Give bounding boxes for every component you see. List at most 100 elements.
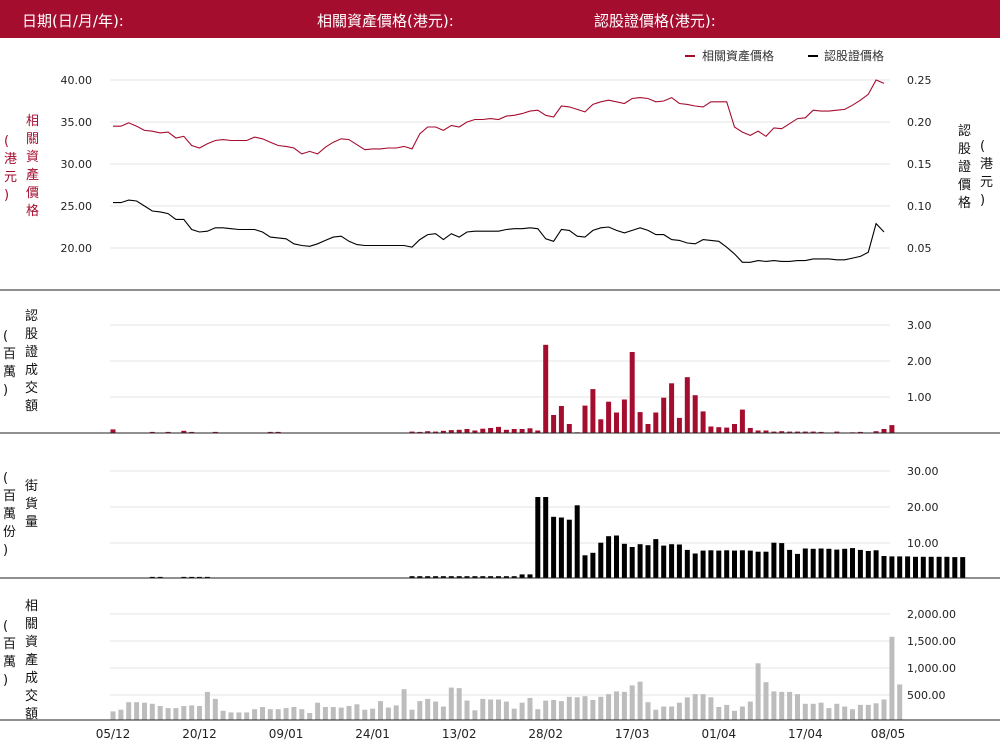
asset-turnover-bar — [850, 709, 855, 720]
outstanding-bar — [629, 547, 635, 578]
warrant-turnover-bar — [669, 383, 675, 433]
asset-turnover-bar — [322, 707, 328, 720]
asset-turnover-bar — [724, 704, 730, 720]
warrant-turnover-bar — [802, 431, 808, 433]
warrant-turnover-bar — [149, 431, 155, 433]
outstanding-bar — [448, 576, 454, 578]
asset-turnover-tick: 1,000.00 — [907, 662, 956, 675]
outstanding-bar — [181, 576, 187, 578]
warrant-turnover-bar — [189, 431, 195, 433]
left-price-tick: 35.00 — [61, 116, 93, 129]
asset-turnover-bar — [283, 708, 289, 720]
warrant-turnover-bar — [448, 430, 454, 433]
left-price-tick: 25.00 — [61, 200, 93, 213]
warrant-turnover-bar — [661, 397, 667, 433]
legend-warrant-label: 認股證價格 — [824, 48, 884, 63]
outstanding-bar — [519, 574, 525, 578]
outstanding-bar — [771, 542, 777, 578]
outstanding-bar — [149, 576, 155, 578]
asset-turnover-bar — [110, 711, 116, 720]
asset-turnover-bar — [503, 701, 509, 720]
asset-turnover-bar — [197, 706, 202, 720]
left-axis-unit: (港元) — [4, 134, 17, 203]
asset-turnover-bar — [425, 698, 431, 720]
warrant-turnover-bar — [110, 429, 116, 433]
asset-turnover-bar — [362, 709, 368, 720]
asset-turnover-bar — [244, 712, 250, 720]
outstanding-bar — [527, 574, 533, 578]
right-axis-title: 認股證價格 — [958, 123, 971, 211]
outstanding-bar — [535, 497, 541, 578]
header-bar: 日期(日/月/年): 相關資產價格(港元): 認股證價格(港元): — [0, 0, 1000, 38]
outstanding-bar — [661, 545, 667, 578]
x-tick-label: 05/12 — [96, 727, 131, 741]
asset-turnover-bar — [173, 708, 179, 720]
warrant-turnover-bar — [503, 429, 509, 433]
asset-turnover-bar — [527, 697, 533, 720]
asset-turnover-bar — [566, 696, 572, 720]
asset-turnover-tick: 500.00 — [907, 689, 946, 702]
warrant-price-label: 認股證價格(港元): — [594, 12, 716, 30]
asset-turnover-bar — [393, 705, 399, 720]
warrant-turnover-bar — [433, 431, 439, 433]
outstanding-bar — [417, 576, 423, 578]
asset-turnover-bar — [582, 696, 588, 720]
warrant-turnover-bar — [464, 429, 470, 433]
date-label: 日期(日/月/年): — [22, 12, 124, 30]
outstanding-bar — [204, 576, 210, 578]
warrant-turnover-tick: 3.00 — [907, 319, 932, 332]
warrant-turnover-bar — [275, 431, 281, 433]
asset-turnover-bar — [354, 704, 360, 720]
outstanding-bar — [488, 576, 494, 578]
warrant-turnover-bar — [692, 395, 698, 433]
asset-turnover-bar — [739, 706, 745, 720]
asset-turnover-bar — [889, 636, 895, 720]
asset-turnover-bar — [716, 707, 722, 720]
outstanding-bar — [637, 544, 643, 578]
asset-turnover-bar — [637, 681, 643, 720]
warrant-turnover-bar — [181, 430, 187, 433]
outstanding-bar — [197, 576, 202, 578]
outstanding-bar — [511, 576, 517, 578]
legend: 相關資產價格 認股證價格 — [685, 48, 884, 63]
asset-turnover-bar — [472, 710, 478, 720]
outstanding-bar — [842, 548, 848, 578]
warrant-turnover-unit: (百萬) — [3, 329, 16, 398]
asset-turnover-bar — [787, 691, 793, 720]
asset-turnover-bar — [370, 708, 376, 720]
asset-turnover-bar — [881, 699, 887, 720]
warrant-turnover-bar — [480, 428, 486, 433]
outstanding-bar — [739, 550, 745, 578]
outstanding-title: 街貨量 — [25, 479, 38, 530]
asset-turnover-bar — [212, 698, 218, 720]
asset-turnover-bar — [897, 684, 903, 720]
asset-turnover-bar — [708, 697, 714, 720]
asset-turnover-bar — [621, 691, 627, 720]
outstanding-bar — [558, 517, 564, 578]
asset-turnover-bar — [606, 694, 612, 720]
asset-turnover-bar — [661, 706, 667, 720]
x-tick-label: 17/03 — [615, 727, 650, 741]
asset-turnover-bar — [590, 700, 596, 720]
outstanding-bar — [881, 556, 887, 578]
outstanding-bar — [960, 557, 966, 578]
warrant-turnover-bar — [739, 409, 745, 433]
asset-turnover-bar — [653, 709, 659, 720]
warrant-turnover-bar — [488, 428, 494, 433]
x-tick-label: 24/01 — [355, 727, 390, 741]
asset-turnover-bar — [810, 703, 816, 720]
outstanding-bar — [826, 548, 832, 578]
warrant-turnover-bar — [763, 430, 769, 433]
outstanding-bar — [818, 548, 824, 578]
warrant-turnover-bar — [818, 431, 824, 433]
outstanding-bar — [621, 543, 627, 578]
asset-turnover-bar — [267, 709, 273, 720]
asset-turnover-bar — [558, 701, 564, 720]
outstanding-bar — [551, 516, 557, 578]
asset-turnover-bar — [826, 708, 832, 720]
warrant-turnover-bar — [551, 415, 557, 433]
outstanding-bar — [480, 576, 486, 578]
asset-turnover-bar — [700, 694, 706, 720]
warrant-turnover-bar — [747, 428, 753, 433]
left-price-tick: 40.00 — [61, 74, 93, 87]
